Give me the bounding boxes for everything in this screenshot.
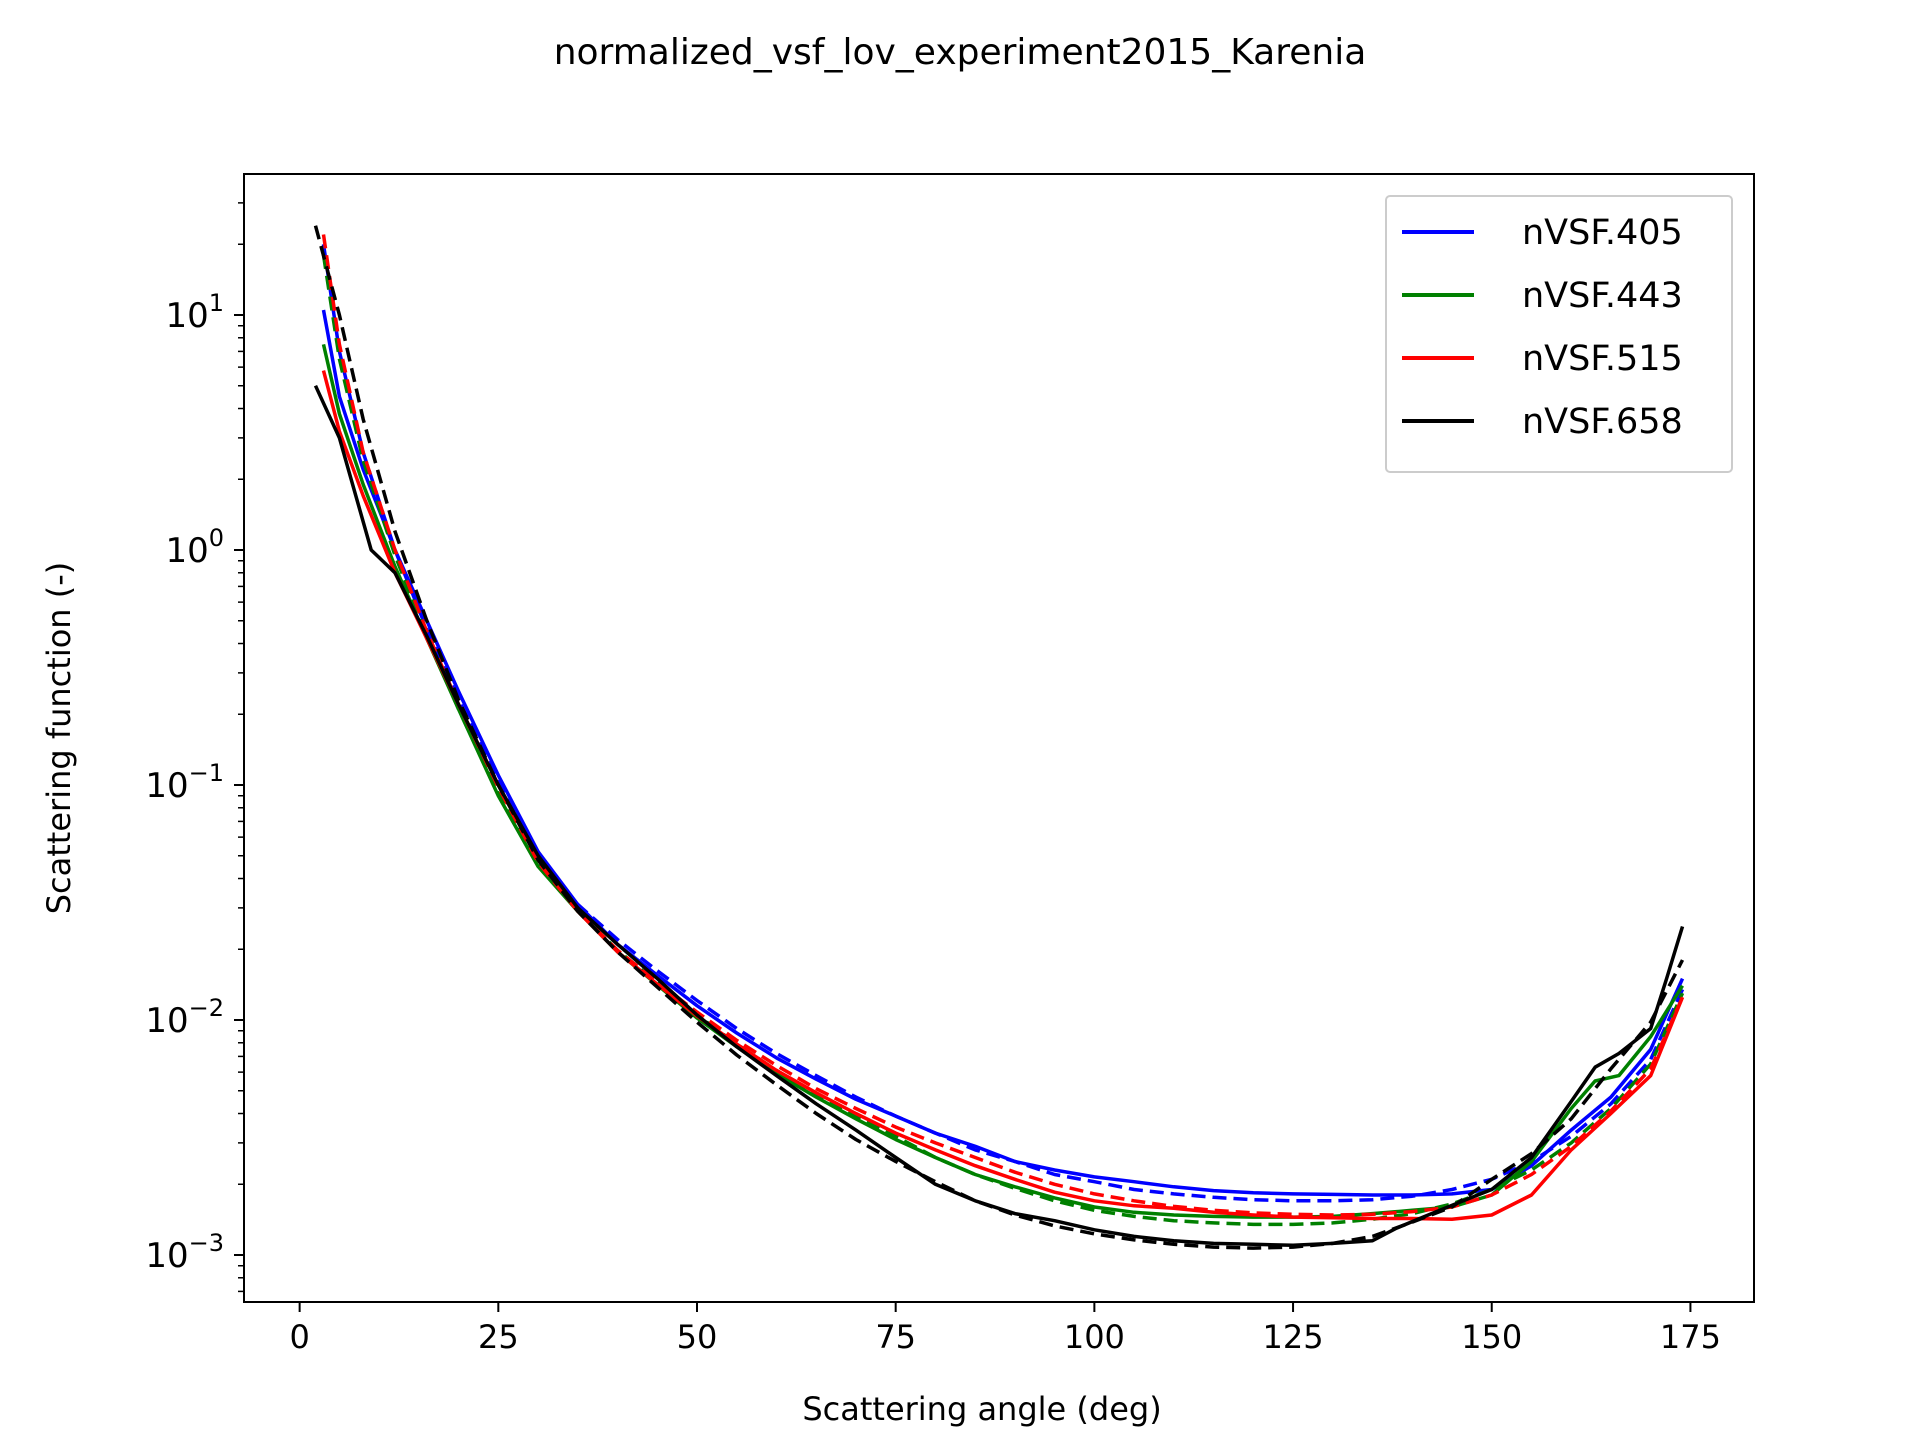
y-tick-label: 100	[165, 524, 224, 571]
y-tick-label: 101	[165, 289, 224, 336]
plot-area: 0 25 50 75 100 125 150 175 101 100 10−1 10−2 10−3	[145, 173, 1755, 1356]
series-layer	[313, 225, 1685, 1250]
legend: nVSF.405 nVSF.443 nVSF.515 nVSF.658	[1385, 195, 1733, 473]
chart-title: normalized_vsf_lov_experiment2015_Kareni…	[554, 32, 1367, 73]
x-axis-label: Scattering angle (deg)	[802, 1390, 1161, 1428]
y-tick-label: 10−2	[145, 994, 224, 1041]
legend-label: nVSF.515	[1522, 339, 1683, 379]
legend-label: nVSF.658	[1522, 402, 1683, 442]
x-tick-label: 25	[478, 1318, 519, 1356]
x-axis-ticks: 0 25 50 75 100 125 150 175	[289, 1302, 1721, 1356]
plot-frame	[243, 173, 1755, 1303]
y-tick-label: 10−1	[145, 759, 224, 806]
legend-box	[1385, 195, 1733, 473]
y-axis-ticks: 101 100 10−1 10−2 10−3	[145, 202, 244, 1293]
x-tick-label: 175	[1660, 1318, 1721, 1356]
legend-label: nVSF.443	[1522, 276, 1683, 316]
x-tick-label: 50	[677, 1318, 718, 1356]
x-tick-label: 75	[875, 1318, 916, 1356]
series-line-nvsf-658-fit	[313, 225, 1685, 1250]
series-line-nvsf-443-fit	[321, 254, 1685, 1227]
series-line-nvsf-405	[321, 309, 1685, 1197]
legend-label: nVSF.405	[1522, 213, 1683, 253]
x-tick-label: 0	[289, 1318, 309, 1356]
x-tick-label: 100	[1064, 1318, 1125, 1356]
series-line-nvsf-443	[321, 344, 1684, 1219]
y-axis-label: Scattering function (-)	[40, 562, 78, 915]
y-tick-label: 10−3	[145, 1229, 224, 1276]
series-line-nvsf-405-fit	[321, 244, 1685, 1203]
x-tick-label: 150	[1461, 1318, 1522, 1356]
x-tick-label: 125	[1263, 1318, 1324, 1356]
